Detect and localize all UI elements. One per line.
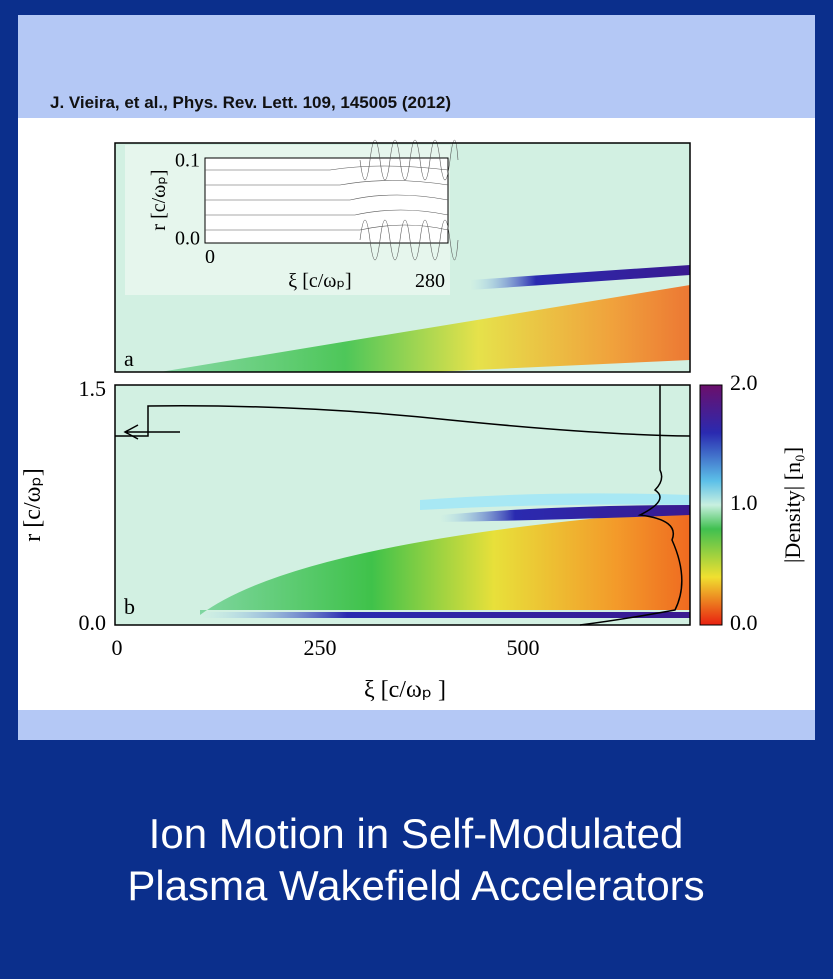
- y-tick-label: 0.0: [79, 610, 107, 635]
- inset-y-label: r [c/ωₚ]: [148, 169, 170, 230]
- x-axis-label: ξ [c/ωₚ ]: [364, 677, 446, 703]
- inset-x-label: ξ [c/ωₚ]: [288, 270, 351, 292]
- x-tick-label: 500: [507, 635, 540, 660]
- inset-x-tick: 280: [415, 270, 445, 292]
- x-tick-label: 0: [112, 635, 123, 660]
- colorbar-tick: 2.0: [730, 370, 758, 395]
- colorbar-tick: 0.0: [730, 610, 758, 635]
- panel-a: 0.1 0.0 0 280 ξ [c/ωₚ] r [c/ωₚ] a: [114, 139, 691, 373]
- panel-b: b 1.5 0.0 0 250 500 ξ [c/ωₚ ] r [c/ωₚ]: [20, 376, 691, 703]
- inset-y-tick: 0.0: [175, 228, 200, 250]
- colorbar-tick: 1.0: [730, 490, 758, 515]
- colorbar: 2.0 1.0 0.0 |Density| [n₀]: [699, 370, 805, 635]
- panel-label: a: [124, 346, 134, 371]
- panel-label: b: [124, 594, 135, 619]
- inset-y-tick: 0.1: [175, 150, 200, 172]
- x-tick-label: 250: [304, 635, 337, 660]
- y-axis-label: r [c/ωₚ]: [20, 468, 46, 541]
- slide-title: Plasma Wakefield Accelerators: [127, 862, 704, 909]
- slide-title: Ion Motion in Self-Modulated: [149, 810, 684, 857]
- citation: J. Vieira, et al., Phys. Rev. Lett. 109,…: [50, 93, 451, 112]
- y-tick-label: 1.5: [79, 376, 107, 401]
- inset-x-tick: 0: [205, 246, 215, 268]
- colorbar-label: |Density| [n₀]: [780, 447, 805, 563]
